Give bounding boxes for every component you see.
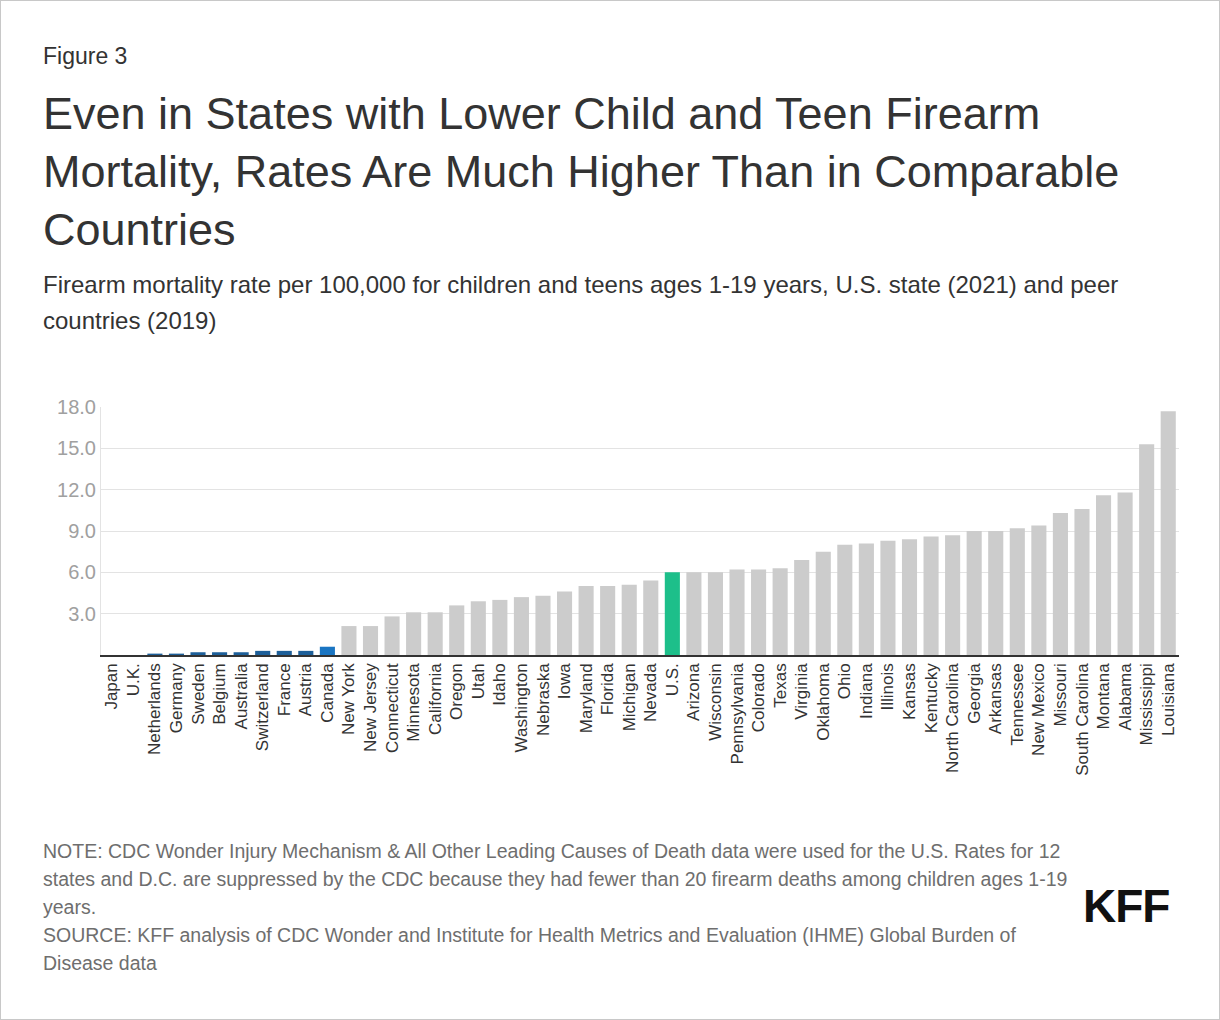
svg-text:Virginia: Virginia (792, 663, 811, 720)
svg-text:Illinois: Illinois (878, 663, 897, 710)
svg-text:9.0: 9.0 (68, 520, 96, 542)
svg-text:Australia: Australia (232, 663, 251, 730)
svg-text:Indiana: Indiana (857, 663, 876, 719)
svg-text:Georgia: Georgia (965, 663, 984, 724)
svg-text:Louisiana: Louisiana (1159, 663, 1178, 736)
svg-text:Switzerland: Switzerland (253, 663, 272, 751)
svg-text:Nebraska: Nebraska (534, 663, 553, 736)
svg-text:New York: New York (339, 663, 358, 735)
svg-text:15.0: 15.0 (57, 437, 96, 459)
svg-text:3.0: 3.0 (68, 603, 96, 625)
svg-text:Michigan: Michigan (620, 663, 639, 731)
svg-text:Arkansas: Arkansas (986, 663, 1005, 734)
html-text:NOTE: CDC Wonder Injury Mechan: NOTE: CDC Wonder Injury Mechanism & All … (43, 840, 1068, 918)
svg-text:Utah: Utah (469, 663, 488, 699)
svg-text:Sweden: Sweden (189, 663, 208, 724)
svg-text:Idaho: Idaho (490, 663, 509, 706)
svg-text:U.S.: U.S. (663, 663, 682, 696)
svg-text:Wisconsin: Wisconsin (706, 663, 725, 740)
svg-text:U.K.: U.K. (124, 663, 143, 696)
svg-text:Maryland: Maryland (577, 663, 596, 733)
svg-text:Montana: Montana (1094, 663, 1113, 730)
svg-text:Missouri: Missouri (1051, 663, 1070, 726)
svg-text:Canada: Canada (318, 663, 337, 723)
svg-text:Tennessee: Tennessee (1008, 663, 1027, 745)
svg-text:Oregon: Oregon (447, 663, 466, 720)
html-text:Even in States with Lower Chil: Even in States with Lower Child and Teen… (43, 88, 1120, 255)
svg-text:North Carolina: North Carolina (943, 663, 962, 773)
svg-text:Japan: Japan (102, 663, 121, 709)
svg-text:Florida: Florida (598, 663, 617, 716)
svg-text:New Mexico: New Mexico (1029, 663, 1048, 756)
svg-text:12.0: 12.0 (57, 479, 96, 501)
svg-text:Texas: Texas (771, 663, 790, 707)
svg-text:Oklahoma: Oklahoma (814, 663, 833, 741)
svg-text:Ohio: Ohio (835, 663, 854, 699)
svg-text:Connecticut: Connecticut (383, 663, 402, 753)
svg-text:Iowa: Iowa (555, 663, 574, 699)
svg-text:California: California (426, 663, 445, 735)
svg-text:Kansas: Kansas (900, 663, 919, 720)
svg-text:Kentucky: Kentucky (922, 663, 941, 733)
svg-text:Minnesota: Minnesota (404, 663, 423, 742)
svg-text:Belgium: Belgium (210, 663, 229, 724)
svg-text:Nevada: Nevada (641, 663, 660, 722)
svg-text:Netherlands: Netherlands (145, 663, 164, 755)
svg-text:6.0: 6.0 (68, 561, 96, 583)
svg-text:18.0: 18.0 (57, 396, 96, 418)
svg-text:New Jersey: New Jersey (361, 663, 380, 752)
html-text:Firearm mortality rate per 100: Firearm mortality rate per 100,000 for c… (43, 271, 1119, 334)
svg-text:Washington: Washington (512, 663, 531, 752)
svg-text:France: France (275, 663, 294, 716)
svg-text:South Carolina: South Carolina (1073, 663, 1092, 776)
svg-text:Colorado: Colorado (749, 663, 768, 732)
html-text:KFF: KFF (1083, 880, 1170, 932)
svg-text:Alabama: Alabama (1116, 663, 1135, 731)
html-text:Figure 3: Figure 3 (43, 43, 128, 69)
svg-text:Austria: Austria (296, 663, 315, 716)
svg-text:Arizona: Arizona (684, 663, 703, 721)
svg-text:Germany: Germany (167, 663, 186, 733)
svg-text:Pennsylvania: Pennsylvania (728, 663, 747, 765)
html-text:SOURCE: KFF analysis of CDC Wo: SOURCE: KFF analysis of CDC Wonder and I… (43, 924, 1016, 974)
svg-text:Mississippi: Mississippi (1137, 663, 1156, 745)
